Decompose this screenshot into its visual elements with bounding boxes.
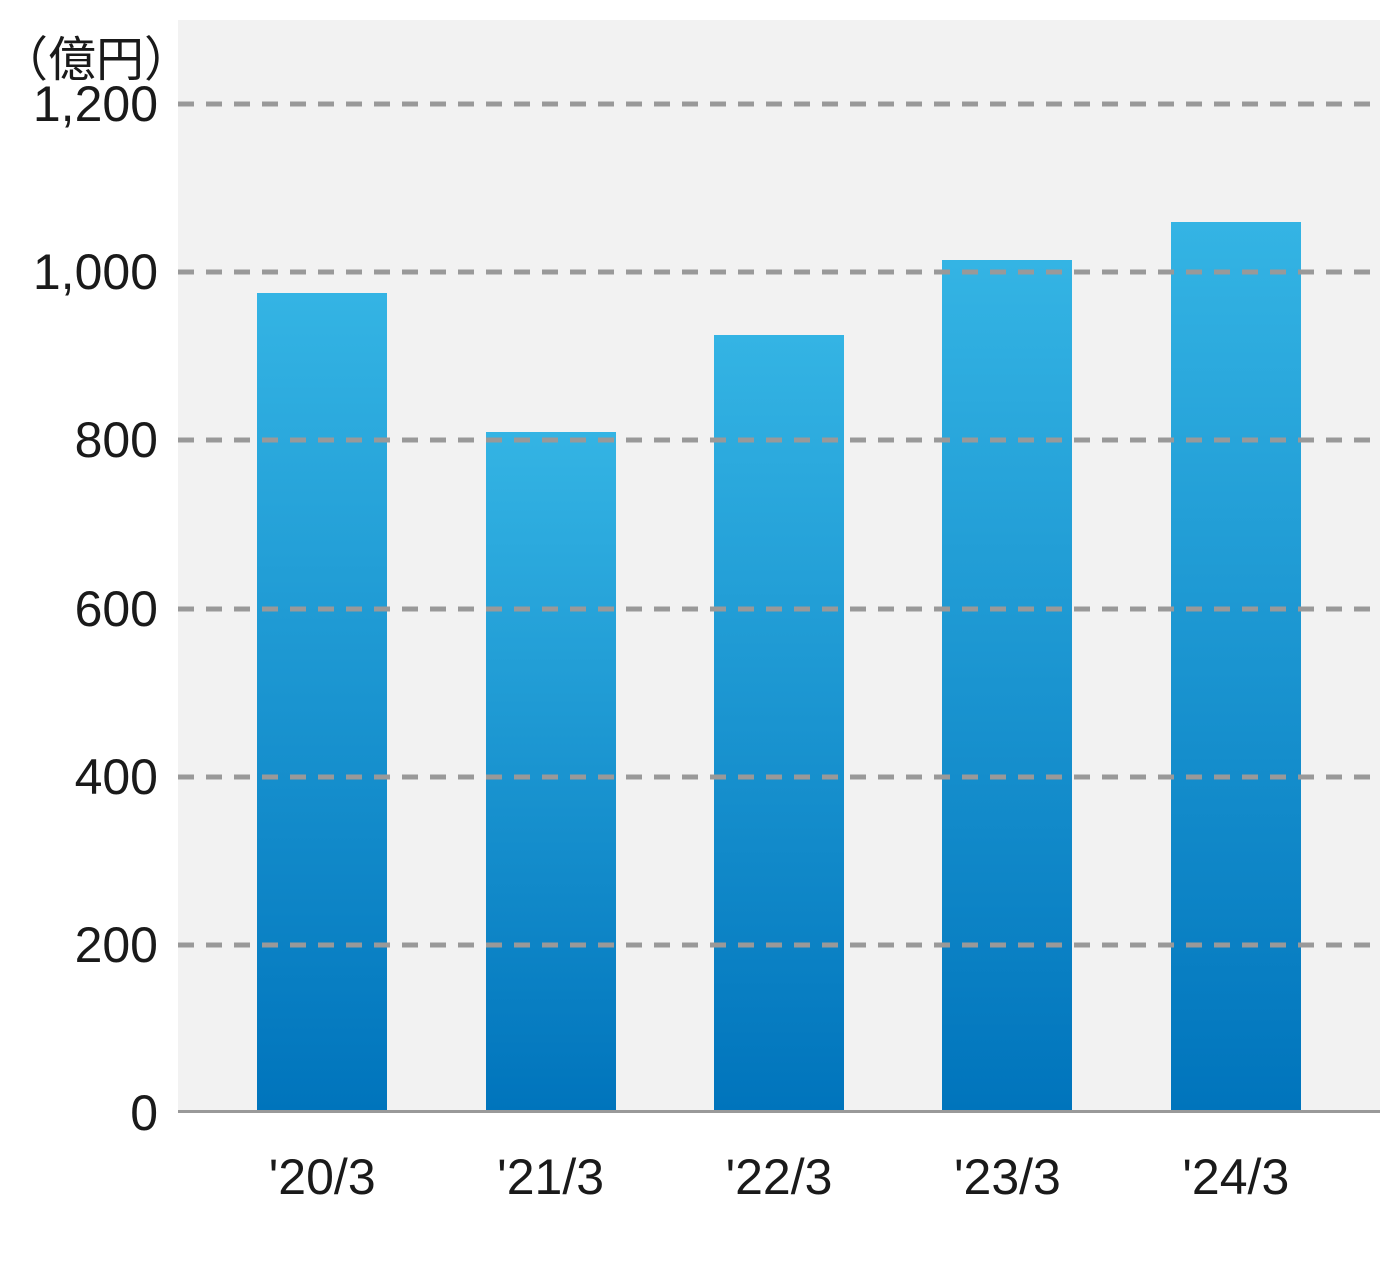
bar-slot: '21/3 (436, 20, 664, 1113)
x-tick-label: '24/3 (1182, 1148, 1289, 1206)
gridline (178, 102, 1380, 107)
gridline (178, 774, 1380, 779)
bar-slot: '22/3 (665, 20, 893, 1113)
gridline (178, 942, 1380, 947)
bars-group: '20/3'21/3'22/3'23/3'24/3 (178, 20, 1380, 1113)
y-tick-label: 600 (75, 580, 158, 638)
bar (714, 335, 844, 1113)
bar (486, 432, 616, 1113)
y-tick-label: 200 (75, 916, 158, 974)
y-tick-label: 1,200 (33, 75, 158, 133)
bar (942, 260, 1072, 1113)
bar (1171, 222, 1301, 1113)
bar-chart: （億円） '20/3'21/3'22/3'23/3'24/3 020040060… (0, 0, 1400, 1273)
gridline (178, 270, 1380, 275)
y-tick-label: 800 (75, 411, 158, 469)
y-tick-label: 400 (75, 748, 158, 806)
x-tick-label: '21/3 (497, 1148, 604, 1206)
gridline (178, 438, 1380, 443)
plot-area: '20/3'21/3'22/3'23/3'24/3 02004006008001… (178, 20, 1380, 1113)
bar-slot: '23/3 (893, 20, 1121, 1113)
x-tick-label: '20/3 (269, 1148, 376, 1206)
y-tick-label: 1,000 (33, 243, 158, 301)
bar-slot: '24/3 (1122, 20, 1350, 1113)
x-tick-label: '23/3 (954, 1148, 1061, 1206)
bar (257, 293, 387, 1113)
gridline (178, 606, 1380, 611)
y-tick-label: 0 (130, 1084, 158, 1142)
bar-slot: '20/3 (208, 20, 436, 1113)
x-tick-label: '22/3 (726, 1148, 833, 1206)
x-axis-baseline (178, 1110, 1380, 1113)
